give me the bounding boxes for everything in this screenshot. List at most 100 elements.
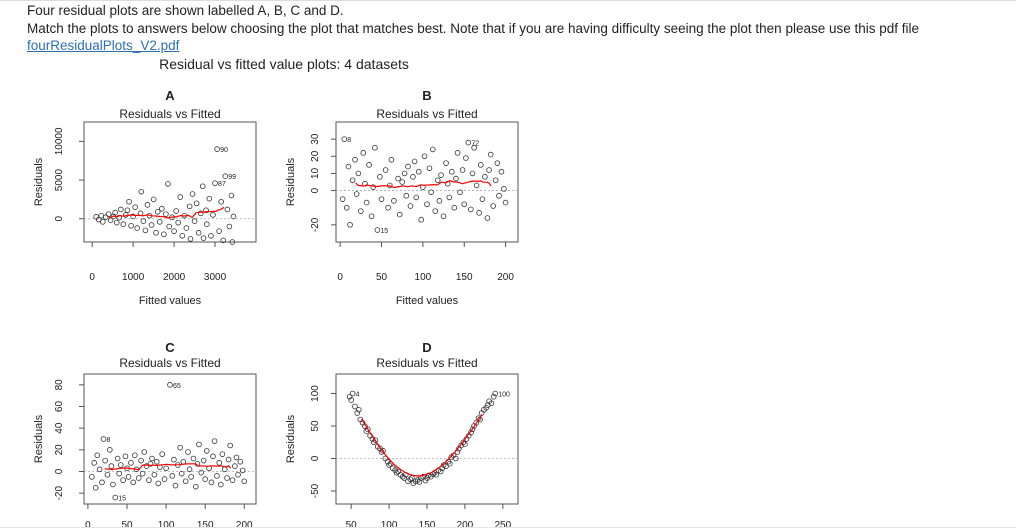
data-point: [107, 217, 114, 224]
data-point: [204, 221, 210, 227]
data-point: [138, 188, 145, 195]
data-point: [477, 162, 484, 168]
y-tick-label: -50: [310, 483, 321, 498]
data-point: [366, 162, 372, 168]
x-axis-label: Fitted values: [396, 295, 459, 307]
data-point: [446, 194, 453, 201]
data-point: [443, 160, 449, 166]
data-point: [222, 173, 229, 179]
data-point: [484, 215, 491, 221]
data-point: [482, 174, 488, 180]
data-point: [437, 468, 444, 475]
data-point: [473, 419, 480, 426]
data-point: [382, 167, 389, 173]
data-point: [502, 199, 509, 206]
data-point: [118, 206, 124, 213]
y-tick-label: 100: [310, 385, 321, 402]
data-point: [492, 390, 499, 397]
point-annotation: 8: [347, 137, 351, 144]
y-tick-label: 50: [310, 420, 321, 432]
data-point: [233, 454, 240, 461]
x-tick-label: 250: [494, 520, 511, 531]
data-point: [498, 168, 505, 175]
data-point: [200, 457, 207, 464]
data-point: [486, 167, 492, 173]
data-point: [407, 476, 414, 483]
data-point: [237, 458, 244, 465]
data-point: [349, 177, 356, 184]
y-tick-label: 20: [310, 150, 321, 162]
data-point: [132, 452, 138, 459]
data-point: [355, 406, 362, 413]
data-point: [99, 479, 105, 486]
data-point: [372, 437, 379, 444]
data-point: [363, 199, 370, 206]
y-axis-label: Residuals: [285, 157, 297, 206]
data-point: [124, 207, 131, 214]
data-point: [91, 460, 97, 466]
data-point: [469, 426, 476, 433]
data-point: [172, 482, 179, 489]
data-point: [418, 216, 425, 223]
data-point: [352, 156, 358, 163]
x-tick-label: 0: [89, 272, 95, 283]
x-tick-label: 200: [236, 520, 253, 531]
data-point: [490, 203, 496, 209]
data-point: [241, 478, 248, 485]
point-annotation: 15: [118, 496, 126, 503]
data-point: [453, 455, 459, 462]
data-point: [166, 223, 172, 230]
point-annotation: 72: [471, 141, 479, 148]
data-point: [347, 222, 353, 228]
data-point: [193, 483, 199, 490]
data-point: [365, 426, 371, 433]
data-point: [190, 455, 197, 462]
data-point: [208, 479, 215, 486]
data-point: [92, 484, 99, 491]
data-point: [169, 473, 176, 479]
data-point: [208, 233, 214, 239]
data-point: [378, 196, 385, 202]
data-point: [112, 494, 119, 501]
data-point: [496, 192, 502, 199]
data-point: [216, 460, 223, 466]
data-point: [210, 453, 216, 460]
data-point: [187, 236, 194, 242]
data-point: [428, 189, 434, 196]
data-point: [120, 477, 126, 483]
data-point: [226, 223, 233, 230]
data-point: [203, 448, 210, 454]
y-tick-label: 60: [54, 401, 65, 413]
data-point: [210, 212, 216, 218]
x-tick-label: 0: [337, 272, 343, 283]
data-point: [171, 228, 177, 234]
data-point: [411, 158, 418, 165]
data-point: [453, 175, 459, 182]
y-tick-label: 10: [310, 167, 321, 179]
data-point: [216, 228, 222, 234]
point-annotation: 8: [107, 437, 111, 444]
data-point: [113, 219, 120, 226]
data-point: [161, 476, 168, 482]
data-point: [219, 451, 226, 457]
data-point: [469, 170, 476, 177]
data-point: [122, 453, 129, 460]
data-point: [116, 470, 122, 477]
data-point: [341, 136, 348, 142]
data-point: [345, 163, 352, 170]
data-point: [230, 213, 237, 220]
x-tick-label: 100: [415, 272, 432, 283]
plot-frame: [83, 373, 257, 505]
data-point: [94, 452, 101, 459]
x-tick-label: 150: [456, 272, 473, 283]
data-point: [479, 196, 486, 202]
y-axis-label: Residuals: [33, 157, 45, 206]
smooth-line: [104, 463, 232, 471]
data-point: [432, 208, 439, 214]
pdf-link[interactable]: fourResidualPlots_V2.pdf: [27, 38, 180, 53]
data-point: [391, 198, 397, 204]
data-point: [454, 150, 461, 156]
point-annotation: 100: [498, 392, 510, 399]
data-point: [225, 456, 232, 463]
y-tick-label: 5000: [54, 169, 65, 192]
